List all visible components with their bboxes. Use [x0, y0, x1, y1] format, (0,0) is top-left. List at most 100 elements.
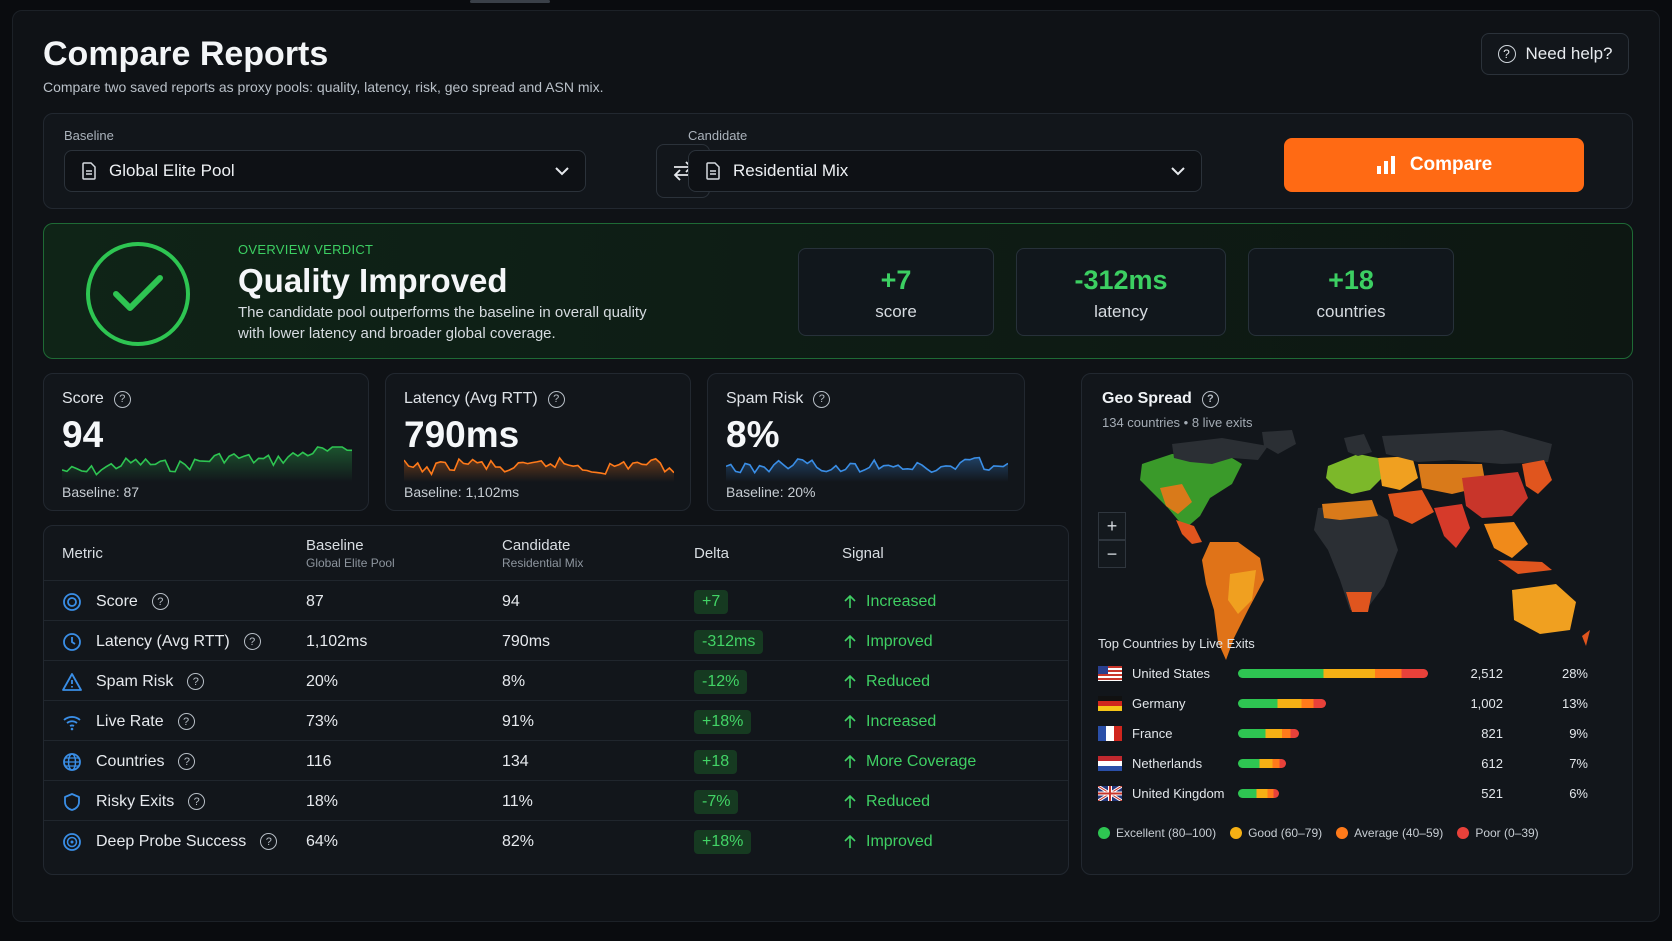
help-icon[interactable]: ? [188, 793, 206, 810]
map-russia [1382, 430, 1552, 464]
map-scandinavia [1344, 434, 1372, 456]
delta-badge: -7% [694, 790, 739, 814]
bar-chart-icon [1376, 156, 1395, 174]
country-row-uk[interactable]: United Kingdom 521 6% [1098, 782, 1618, 804]
table-row[interactable]: Deep Probe Success ? 64% 82% +18% Improv… [44, 820, 1068, 861]
help-icon[interactable]: ? [151, 593, 169, 610]
header-metric: Metric [62, 544, 103, 562]
help-icon[interactable]: ? [187, 673, 205, 690]
quality-legend: Excellent (80–100) Good (60–79) Average … [1098, 826, 1539, 840]
table-row[interactable]: Spam Risk ? 20% 8% -12% Reduced [44, 660, 1068, 701]
stat-value: +18 [1328, 265, 1374, 295]
help-icon[interactable]: ? [260, 833, 278, 850]
signal-cell: Reduced [844, 661, 930, 702]
candidate-cell: 94 [502, 592, 520, 610]
metric-name: Spam Risk [96, 672, 174, 690]
arrow-up-icon [844, 714, 856, 728]
globe-icon [62, 752, 82, 772]
baseline-cell: 20% [306, 672, 339, 690]
help-icon[interactable]: ? [177, 713, 195, 730]
help-icon: ? [1497, 45, 1516, 63]
geo-spread-panel: Geo Spread? 134 countries • 8 live exits [1081, 373, 1633, 875]
metric-cell: Latency (Avg RTT) ? [62, 621, 261, 662]
compare-button-label: Compare [1409, 154, 1493, 175]
sparkline-area [404, 457, 674, 482]
signal-label: Reduced [866, 792, 931, 810]
shield-icon [62, 792, 82, 812]
table-row[interactable]: Live Rate ? 73% 91% +18% Increased [44, 700, 1068, 741]
us-flag-icon [1098, 665, 1122, 681]
kpi-card-latency: Latency (Avg RTT)? 790ms Baseline: 1,102… [385, 373, 691, 511]
country-count: 2,512 [1470, 665, 1503, 681]
country-row-netherlands[interactable]: Netherlands 612 7% [1098, 752, 1618, 774]
kpi-value: 790ms [404, 414, 520, 455]
uk-flag-icon [1098, 785, 1122, 801]
header-candidate: Candidate Residential Mix [502, 536, 584, 570]
help-icon[interactable]: ? [1201, 390, 1219, 408]
warning-icon [62, 672, 82, 692]
metric-cell: Deep Probe Success ? [62, 821, 278, 862]
kpi-title: Score [62, 390, 104, 407]
metric-name: Countries [96, 752, 165, 770]
map-australia [1512, 584, 1576, 634]
header-baseline: Baseline Global Elite Pool [306, 536, 395, 570]
metric-name: Live Rate [96, 712, 164, 730]
table-row[interactable]: Risky Exits ? 18% 11% -7% Reduced [44, 780, 1068, 821]
help-icon[interactable]: ? [547, 390, 565, 408]
baseline-select[interactable]: Global Elite Pool [64, 150, 586, 192]
signal-cell: Increased [844, 701, 936, 742]
sparkline-line [726, 456, 1008, 475]
country-percent: 28% [1561, 665, 1588, 681]
arrow-up-icon [844, 674, 856, 688]
need-help-button[interactable]: ? Need help? [1481, 33, 1629, 75]
country-percent: 9% [1569, 725, 1588, 741]
arrow-up-icon [844, 594, 856, 608]
legend-good: Good (60–79) [1230, 826, 1322, 840]
country-row-germany[interactable]: Germany 1,002 13% [1098, 692, 1618, 714]
verdict-description: The candidate pool outperforms the basel… [238, 304, 647, 342]
window-top-indicator [470, 0, 550, 3]
candidate-cell: 11% [502, 792, 533, 810]
verdict-stat-latency: -312ms latency [1016, 248, 1226, 336]
compare-button[interactable]: Compare [1284, 138, 1584, 192]
country-name: France [1132, 725, 1173, 741]
help-icon[interactable]: ? [243, 633, 261, 650]
help-icon[interactable]: ? [113, 390, 131, 408]
kpi-baseline: Baseline: 87 [62, 484, 140, 500]
help-icon[interactable]: ? [813, 390, 831, 408]
map-usa-west [1160, 484, 1192, 514]
world-heatmap[interactable] [1082, 424, 1634, 674]
map-east-asia [1522, 460, 1552, 494]
stat-value: -312ms [1074, 265, 1168, 295]
arrow-up-icon [844, 634, 856, 648]
signal-label: Increased [866, 712, 937, 730]
zoom-out-button[interactable]: − [1098, 540, 1126, 568]
baseline-cell: 87 [306, 592, 324, 610]
arrow-up-icon [844, 754, 856, 768]
map-brazil-south [1228, 570, 1256, 614]
country-row-us[interactable]: United States 2,512 28% [1098, 662, 1618, 684]
metric-cell: Countries ? [62, 741, 196, 782]
document-icon [706, 162, 720, 180]
candidate-select[interactable]: Residential Mix [688, 150, 1202, 192]
map-canada [1172, 438, 1268, 464]
chevron-down-icon [1171, 166, 1185, 175]
table-row[interactable]: Countries ? 116 134 +18 More Coverage [44, 740, 1068, 781]
table-row[interactable]: Score ? 87 94 +7 Increased [44, 580, 1068, 621]
table-row[interactable]: Latency (Avg RTT) ? 1,102ms 790ms -312ms… [44, 620, 1068, 661]
help-icon[interactable]: ? [178, 753, 196, 770]
stat-label: countries [1316, 302, 1386, 321]
country-row-france[interactable]: France 821 9% [1098, 722, 1618, 744]
candidate-select-value: Residential Mix [733, 161, 849, 180]
country-quality-bar [1238, 788, 1279, 798]
baseline-cell: 64% [306, 832, 339, 850]
country-quality-bar [1238, 668, 1428, 678]
zoom-in-button[interactable]: + [1098, 512, 1126, 540]
spam-risk-sparkline [726, 456, 1008, 482]
signal-cell: Reduced [844, 781, 930, 822]
baseline-select-value: Global Elite Pool [109, 161, 235, 180]
map-north-america [1140, 452, 1242, 528]
page-subtitle: Compare two saved reports as proxy pools… [43, 79, 604, 95]
stat-label: score [875, 302, 917, 321]
map-middle-east [1388, 490, 1434, 524]
